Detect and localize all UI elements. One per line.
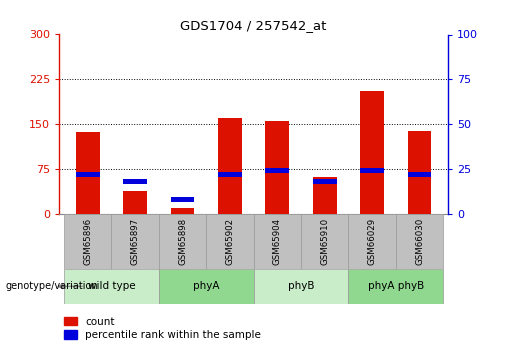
Bar	[313, 179, 337, 184]
Bar	[266, 168, 289, 173]
Text: GSM65897: GSM65897	[131, 218, 140, 265]
Bar	[123, 179, 147, 184]
Bar	[64, 269, 159, 304]
Bar	[64, 214, 111, 269]
Bar	[396, 214, 443, 269]
Bar	[301, 214, 349, 269]
Bar	[159, 214, 206, 269]
Text: GSM65910: GSM65910	[320, 218, 329, 265]
Text: GSM65902: GSM65902	[226, 218, 234, 265]
Text: genotype/variation: genotype/variation	[5, 282, 98, 291]
Title: GDS1704 / 257542_at: GDS1704 / 257542_at	[180, 19, 327, 32]
Bar	[349, 269, 443, 304]
Bar	[170, 208, 194, 214]
Bar	[408, 172, 432, 177]
Bar	[123, 191, 147, 214]
Text: GSM66030: GSM66030	[415, 218, 424, 265]
Bar	[266, 121, 289, 214]
Legend: count, percentile rank within the sample: count, percentile rank within the sample	[64, 317, 261, 340]
Bar	[111, 214, 159, 269]
Text: wild type: wild type	[88, 282, 135, 291]
Bar	[206, 214, 254, 269]
Bar	[76, 132, 99, 214]
Text: phyA: phyA	[193, 282, 219, 291]
Text: GSM65904: GSM65904	[273, 218, 282, 265]
Bar	[360, 91, 384, 214]
Bar	[360, 168, 384, 173]
Text: phyA phyB: phyA phyB	[368, 282, 424, 291]
Bar	[408, 131, 432, 214]
Bar	[253, 214, 301, 269]
Bar	[170, 197, 194, 202]
Text: GSM66029: GSM66029	[368, 218, 376, 265]
Bar	[76, 172, 99, 177]
Bar	[313, 177, 337, 214]
Bar	[218, 118, 242, 214]
Text: phyB: phyB	[288, 282, 314, 291]
Bar	[159, 269, 253, 304]
Text: GSM65898: GSM65898	[178, 218, 187, 265]
Bar	[349, 214, 396, 269]
Bar	[253, 269, 349, 304]
Text: GSM65896: GSM65896	[83, 218, 92, 265]
Bar	[218, 172, 242, 177]
